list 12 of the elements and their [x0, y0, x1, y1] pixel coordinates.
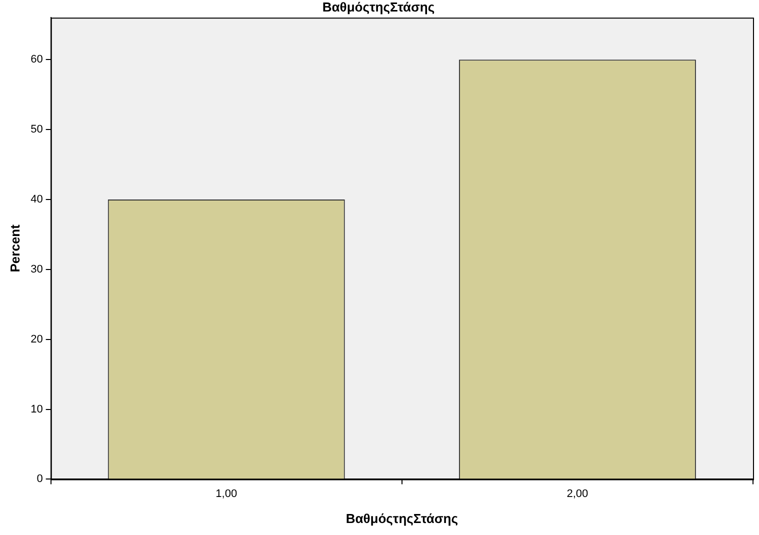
y-tick-label: 0: [36, 473, 43, 486]
y-tick-label: 60: [30, 54, 43, 66]
y-tick-label: 50: [30, 124, 43, 136]
y-axis-title: Percent: [7, 224, 22, 272]
y-tick-label: 20: [30, 333, 43, 346]
chart-title: ΒαθμόςτηςΣτάσης: [322, 0, 435, 14]
x-tick-label: 1,00: [216, 488, 238, 500]
x-axis-title: ΒαθμόςτηςΣτάσης: [346, 510, 458, 526]
x-tick-label: 2,00: [566, 488, 588, 500]
y-tick-label: 10: [30, 403, 43, 416]
y-tick-label: 30: [30, 263, 43, 276]
y-tick-label: 40: [30, 193, 43, 206]
